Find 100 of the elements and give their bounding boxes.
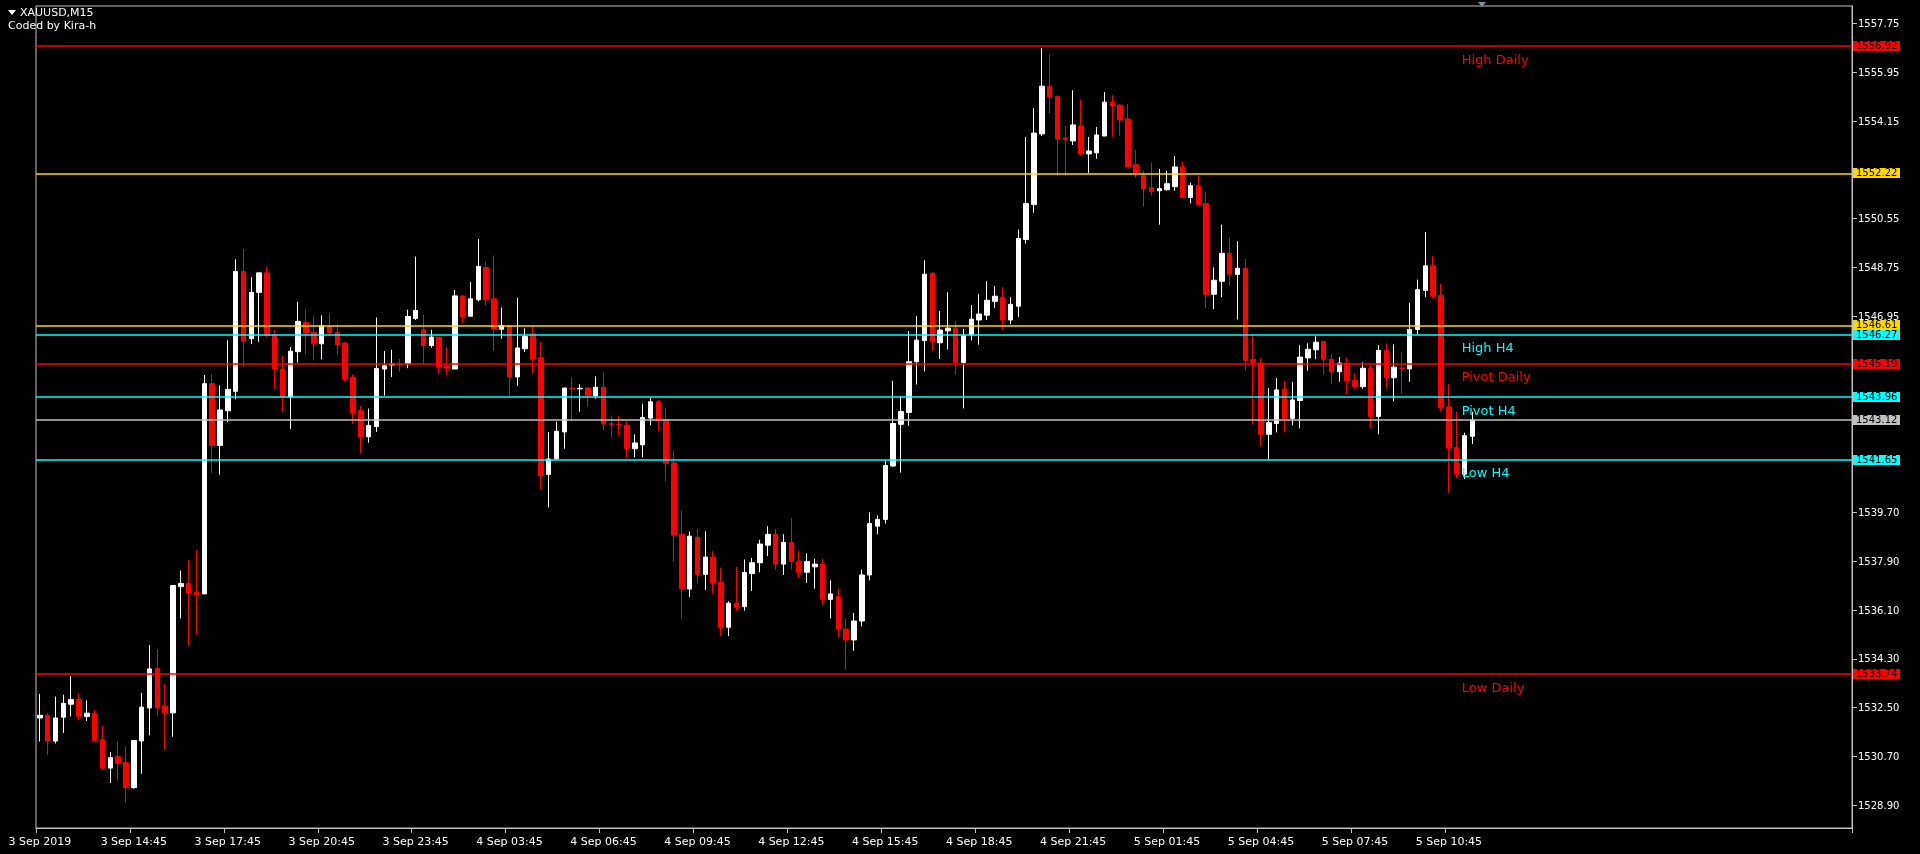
candlestick — [1454, 411, 1459, 479]
candlestick — [515, 297, 520, 387]
candlestick — [1016, 229, 1021, 318]
candlestick — [984, 280, 990, 321]
candlestick — [804, 552, 810, 584]
text: 1543.96 — [1853, 391, 1901, 403]
y-tick-label: 1539.70 — [1858, 507, 1900, 519]
candlestick — [671, 450, 677, 562]
candlestick — [828, 579, 833, 619]
candlestick — [577, 383, 583, 413]
x-tick-label: 5 Sep 07:45 — [1321, 835, 1389, 848]
candlestick — [624, 420, 630, 459]
ref-line-label: Pivot Daily — [1461, 369, 1531, 385]
x-tick-label: 4 Sep 06:45 — [570, 835, 637, 848]
candlestick — [930, 271, 935, 352]
candlestick — [1211, 266, 1217, 310]
candlestick — [1430, 255, 1436, 299]
candlestick — [1180, 161, 1185, 199]
candlestick — [264, 266, 270, 338]
candlestick — [1008, 296, 1013, 325]
candlestick — [1094, 126, 1099, 160]
candlestick — [663, 407, 669, 482]
text: 1533.74 — [1853, 668, 1901, 680]
candlestick — [648, 397, 653, 426]
text: 1552.22 — [1853, 167, 1901, 179]
candlestick — [554, 421, 559, 461]
candlestick — [1110, 94, 1115, 138]
candlestick — [851, 612, 857, 652]
candlestick — [601, 371, 606, 431]
candlestick — [460, 295, 465, 324]
candlestick — [61, 694, 66, 734]
candlestick — [718, 567, 724, 637]
candlestick — [115, 740, 121, 782]
candlestick — [37, 693, 43, 743]
y-tick-label: 1528.90 — [1858, 799, 1900, 811]
candlestick — [1164, 170, 1170, 192]
candlestick — [350, 373, 356, 425]
candlestick — [1196, 175, 1201, 207]
text: 1541.65 — [1853, 453, 1901, 465]
candlestick — [178, 570, 184, 619]
candlestick — [1078, 99, 1084, 157]
candlestick — [1000, 286, 1005, 331]
candlestick — [1055, 95, 1060, 177]
y-tick-label: 1532.50 — [1858, 702, 1900, 714]
candlestick — [1125, 103, 1131, 169]
candlestick — [687, 530, 692, 598]
candlestick — [546, 431, 551, 508]
candlestick — [781, 533, 786, 576]
candlestick — [382, 350, 387, 397]
candlestick — [562, 387, 567, 450]
candlestick — [1070, 89, 1076, 146]
candlestick — [812, 558, 818, 589]
ref-line-label: Low Daily — [1461, 679, 1525, 695]
candlestick — [1305, 342, 1311, 372]
candlestick — [45, 712, 50, 756]
candlestick — [898, 395, 904, 474]
candlestick — [836, 588, 841, 638]
chart-title: XAUUSD,M15 — [20, 6, 94, 19]
y-tick-label: 1554.15 — [1858, 115, 1900, 127]
candlestick — [789, 517, 794, 571]
candlestick — [765, 525, 771, 557]
candlestick — [1063, 125, 1068, 177]
candlestick — [961, 328, 966, 409]
candlestick — [1188, 182, 1193, 205]
candlestick — [593, 375, 598, 400]
x-tick-label: 3 Sep 17:45 — [194, 835, 261, 848]
candlestick — [374, 317, 379, 433]
candlestick — [914, 315, 919, 385]
candlestick — [859, 569, 865, 627]
ref-line-label: High Daily — [1461, 51, 1529, 67]
candlestick — [1102, 91, 1107, 137]
y-tick-label: 1555.95 — [1858, 66, 1900, 78]
candlestick — [695, 528, 700, 584]
candlestick — [522, 327, 528, 353]
candlestick — [162, 683, 168, 751]
candlestick — [749, 557, 755, 592]
candlestick — [703, 530, 708, 591]
candlestick — [1235, 240, 1240, 320]
candlestick — [1376, 344, 1381, 435]
candlestick — [249, 276, 254, 345]
candlestick — [429, 329, 434, 349]
candlestick — [1047, 53, 1052, 114]
candlestick — [1086, 136, 1092, 174]
annotation: Coded by Kira-h — [8, 19, 97, 32]
candlestick — [773, 528, 778, 571]
candlestick — [1023, 136, 1029, 245]
candlestick — [742, 559, 747, 612]
y-tick-label: 1548.75 — [1858, 261, 1900, 273]
candlestick — [1415, 279, 1420, 335]
x-tick-label: 5 Sep 04:45 — [1227, 835, 1295, 848]
candlestick — [1446, 383, 1452, 494]
candlestick — [569, 376, 575, 423]
candlestick — [976, 293, 982, 346]
candlestick — [922, 259, 927, 372]
candlestick — [1157, 168, 1162, 226]
candlestick — [1203, 191, 1209, 309]
candlestick — [1391, 343, 1397, 403]
y-tick-label: 1557.75 — [1858, 18, 1900, 30]
x-tick-label: 5 Sep 01:45 — [1133, 835, 1201, 848]
candlestick — [131, 739, 137, 790]
